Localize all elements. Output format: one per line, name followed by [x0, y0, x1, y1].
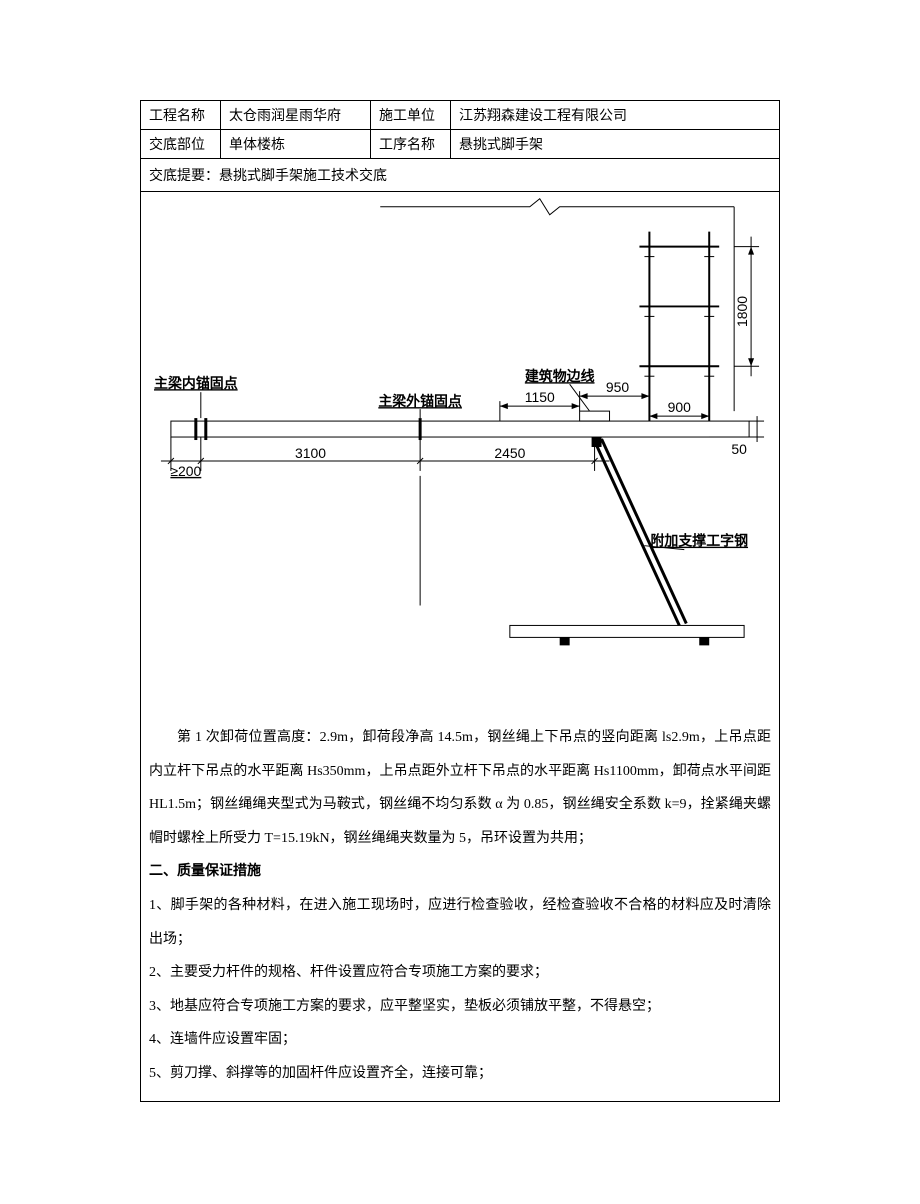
- section-2-title: 二、质量保证措施: [149, 855, 771, 889]
- dim-1150: 1150: [525, 389, 555, 405]
- content-cell: 1800: [141, 192, 780, 1102]
- summary-text: 交底提要：悬挑式脚手架施工技术交底: [141, 159, 780, 192]
- value-part: 单体楼栋: [221, 130, 371, 159]
- qa-item-5: 5、剪刀撑、斜撑等的加固杆件应设置齐全，连接可靠；: [149, 1057, 771, 1091]
- qa-item-3: 3、地基应符合专项施工方案的要求，应平整坚实，垫板必须铺放平整，不得悬空；: [149, 990, 771, 1024]
- value-construction-unit: 江苏翔森建设工程有限公司: [451, 101, 780, 130]
- dim-1800: 1800: [734, 296, 750, 327]
- value-project-name: 太仓雨润星雨华府: [221, 101, 371, 130]
- label-building-edge: 建筑物边线: [524, 368, 595, 384]
- header-row-1: 工程名称 太仓雨润星雨华府 施工单位 江苏翔森建设工程有限公司: [141, 101, 780, 130]
- qa-item-2: 2、主要受力杆件的规格、杆件设置应符合专项施工方案的要求；: [149, 956, 771, 990]
- label-support-beam: 附加支撑工字钢: [650, 533, 748, 549]
- bottom-beam: [510, 625, 744, 637]
- body-text: 第 1 次卸荷位置高度：2.9m，卸荷段净高 14.5m，钢丝绳上下吊点的竖向距…: [141, 721, 779, 1101]
- summary-row: 交底提要：悬挑式脚手架施工技术交底: [141, 159, 780, 192]
- header-row-2: 交底部位 单体楼栋 工序名称 悬挑式脚手架: [141, 130, 780, 159]
- label-part: 交底部位: [141, 130, 221, 159]
- diagram-container: 1800: [141, 192, 779, 721]
- content-row: 1800: [141, 192, 780, 1102]
- main-beam: [171, 421, 749, 437]
- dim-950: 950: [606, 379, 630, 395]
- label-construction-unit: 施工单位: [371, 101, 451, 130]
- dim-900: 900: [668, 399, 692, 415]
- label-process: 工序名称: [371, 130, 451, 159]
- para-1: 第 1 次卸荷位置高度：2.9m，卸荷段净高 14.5m，钢丝绳上下吊点的竖向距…: [149, 721, 771, 855]
- dim-2450: 2450: [494, 445, 525, 461]
- document-table: 工程名称 太仓雨润星雨华府 施工单位 江苏翔森建设工程有限公司 交底部位 单体楼…: [140, 100, 780, 1102]
- break-line: [380, 199, 734, 215]
- scaffold-diagram: 1800: [141, 196, 779, 696]
- dim-50: 50: [731, 441, 747, 457]
- label-project-name: 工程名称: [141, 101, 221, 130]
- label-outer-anchor: 主梁外锚固点: [378, 393, 462, 409]
- qa-item-1: 1、脚手架的各种材料，在进入施工现场时，应进行检查验收，经检查验收不合格的材料应…: [149, 889, 771, 956]
- dim-ge200: ≥200: [170, 463, 201, 479]
- label-inner-anchor: 主梁内锚固点: [154, 375, 238, 391]
- qa-item-4: 4、连墙件应设置牢固；: [149, 1023, 771, 1057]
- value-process: 悬挑式脚手架: [451, 130, 780, 159]
- dim-3100: 3100: [295, 445, 326, 461]
